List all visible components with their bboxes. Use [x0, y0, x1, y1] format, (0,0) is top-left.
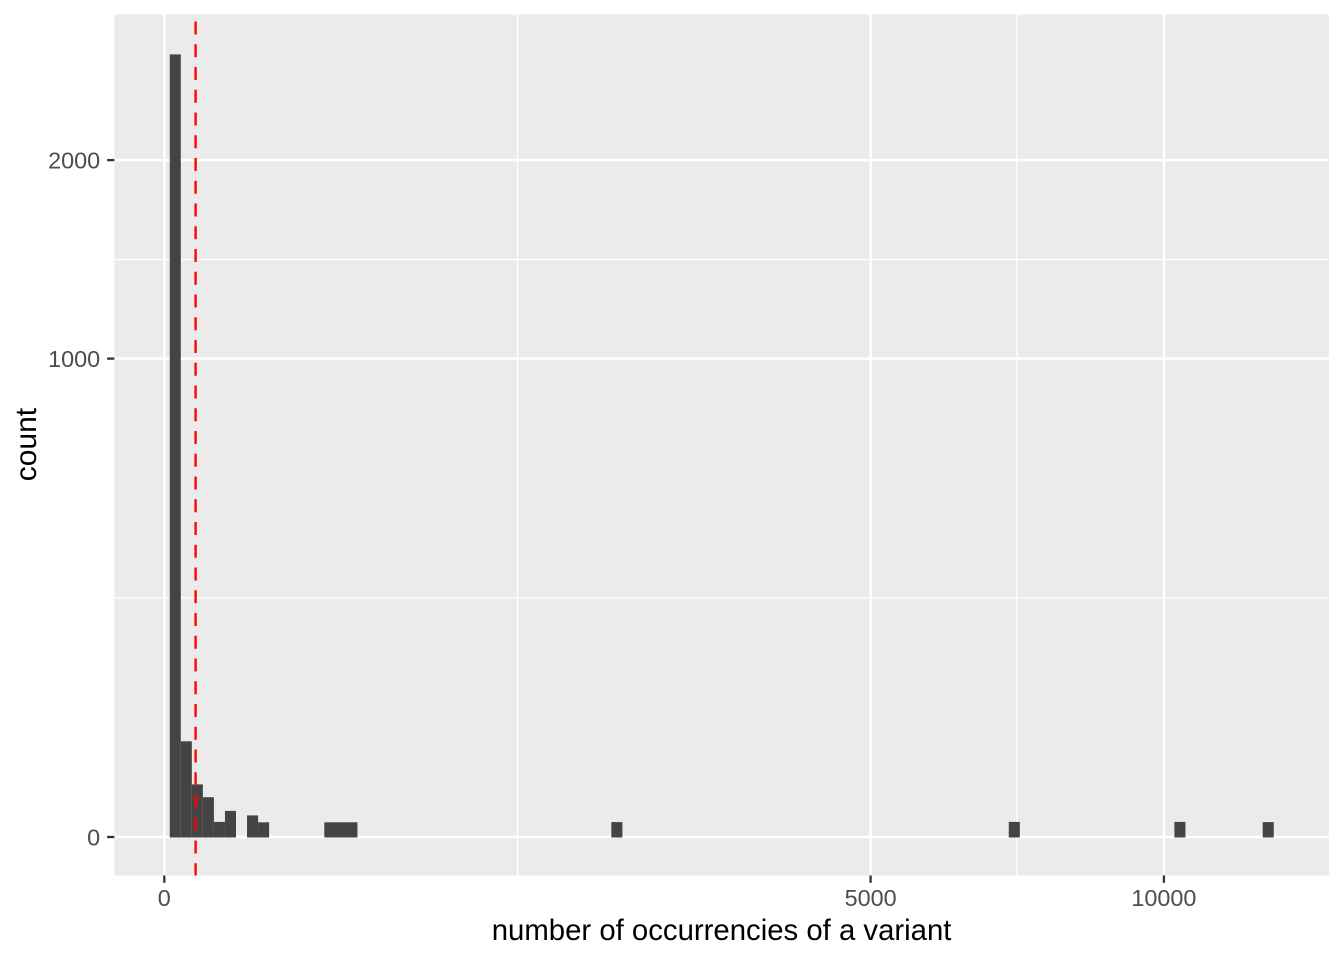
svg-text:2000: 2000	[48, 148, 100, 174]
svg-text:0: 0	[158, 885, 171, 911]
svg-text:count: count	[10, 407, 43, 481]
svg-text:0: 0	[87, 824, 100, 850]
svg-text:number of occurrencies of a va: number of occurrencies of a variant	[492, 914, 952, 947]
svg-text:10000: 10000	[1131, 885, 1196, 911]
svg-text:1000: 1000	[48, 346, 100, 372]
svg-text:5000: 5000	[845, 885, 897, 911]
